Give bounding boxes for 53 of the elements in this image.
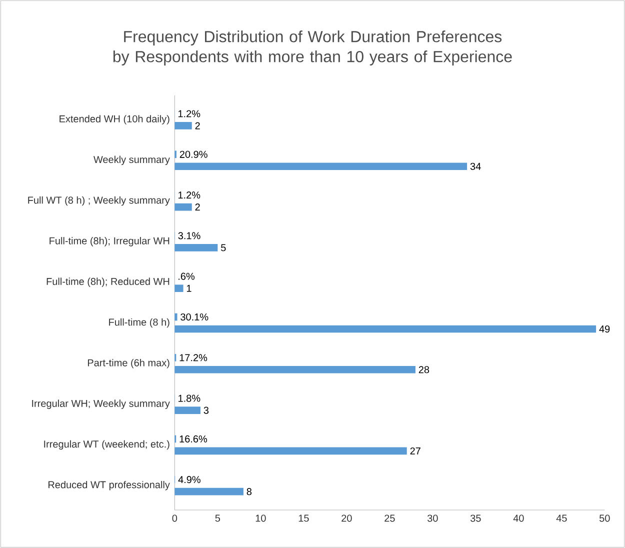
data-label: 3 (204, 406, 209, 414)
data-label: 3.1% (178, 232, 200, 240)
data-label: 17.2% (180, 354, 208, 362)
data-label: 34 (470, 162, 481, 170)
data-label: 8 (246, 488, 252, 496)
bar (174, 488, 244, 496)
data-label: 20.9% (180, 150, 208, 158)
x-tick-label: 45 (556, 514, 567, 522)
y-tick-label: Full-time (8h); Irregular WH (50, 237, 170, 246)
x-tick-label: 50 (599, 514, 610, 522)
data-label: 2 (195, 122, 200, 130)
y-tick-label: Irregular WT (weekend; etc.) (44, 440, 170, 450)
bar (174, 366, 416, 374)
y-tick-label: Full WT (8 h) ; Weekly summary (28, 196, 170, 206)
data-label: 1 (186, 284, 192, 292)
y-tick-label: Part-time (6h max) (88, 358, 170, 368)
y-tick-label: Full-time (8 h) (109, 318, 170, 328)
bar (174, 244, 218, 252)
x-tick-label: 35 (470, 514, 481, 522)
x-tick-label: 25 (384, 514, 395, 522)
x-tick-label: 40 (513, 514, 524, 522)
data-label: 5 (221, 244, 226, 252)
y-tick-label: Reduced WT professionally (48, 480, 170, 490)
data-label: 16.6% (180, 435, 208, 442)
bar (174, 313, 178, 321)
data-label: 30.1% (180, 313, 208, 321)
x-tick-label: 20 (342, 514, 352, 522)
data-label: 28 (418, 366, 430, 374)
data-label: 4.9% (178, 476, 200, 484)
data-label: 1.2% (178, 110, 200, 118)
y-tick-label: Full-time (8h); Reduced WH (46, 278, 170, 287)
x-tick-label: 15 (298, 514, 309, 522)
y-tick-label: Extended WH (10h daily) (60, 115, 170, 124)
bar (174, 203, 192, 211)
x-tick-label: 10 (256, 514, 266, 522)
x-tick-label: 0 (172, 514, 178, 522)
x-tick-label: 30 (427, 514, 438, 522)
bar (174, 162, 468, 170)
bar (174, 325, 596, 333)
data-label: 2 (195, 204, 200, 211)
y-tick-label: Irregular WH; Weekly summary (32, 400, 170, 409)
bar (174, 284, 184, 292)
data-label: 1.2% (178, 192, 200, 199)
data-label: .6% (178, 272, 195, 280)
chart-title: Frequency Distribution of Work Duration Preferences by Respondents with more than 10 years of Experience (113, 30, 512, 66)
bar (174, 122, 192, 130)
data-label: 49 (599, 325, 610, 333)
data-label: 27 (410, 447, 420, 454)
bar (174, 406, 200, 414)
y-tick-label: Weekly summary (94, 156, 170, 166)
x-tick-label: 5 (215, 514, 220, 522)
bar (174, 447, 407, 455)
data-label: 1.8% (178, 394, 200, 402)
